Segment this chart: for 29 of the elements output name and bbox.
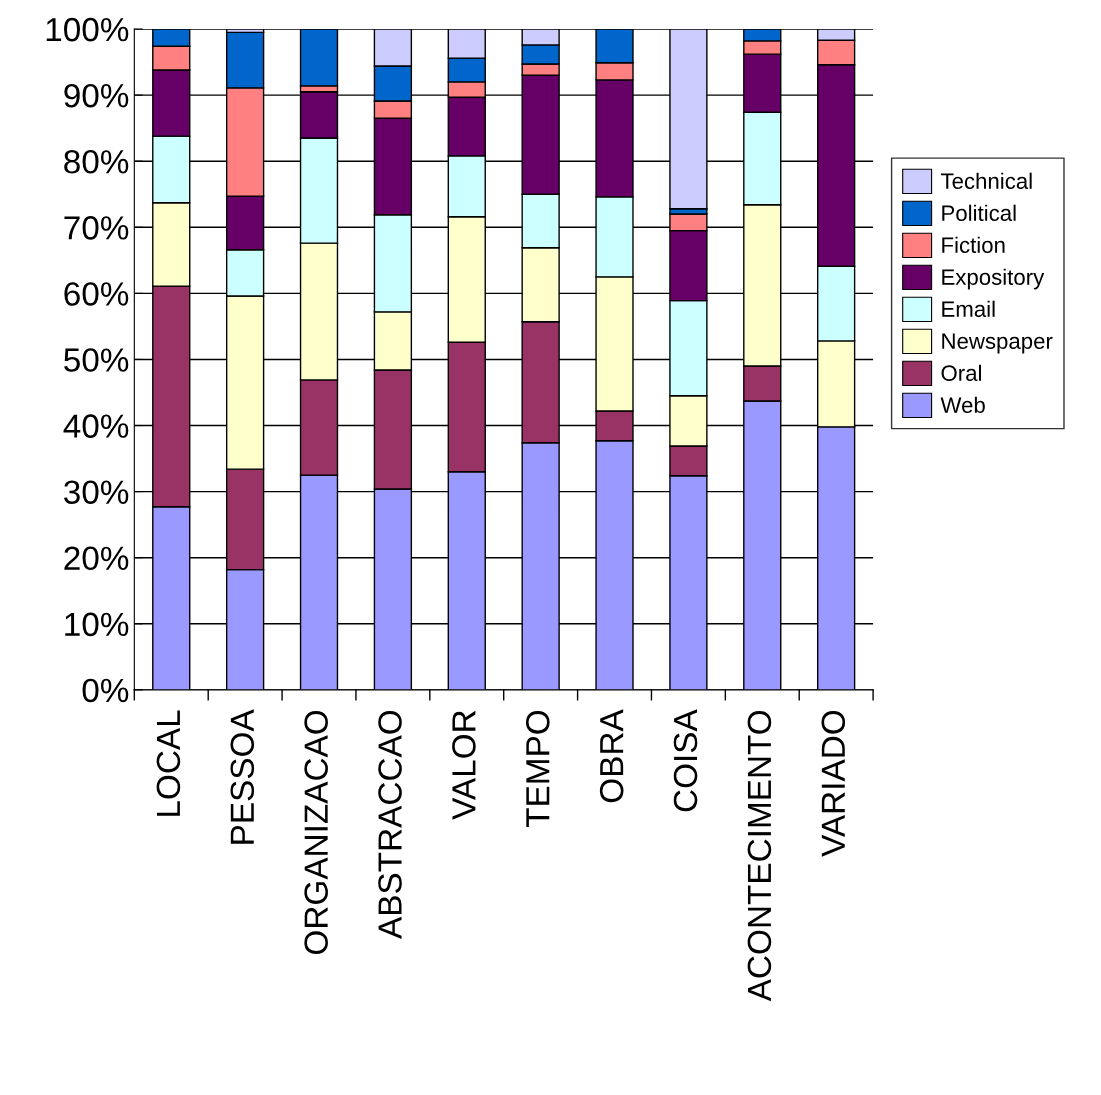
x-tick-label: VARIADO (821, 710, 846, 857)
y-tick-label: 40% (63, 414, 129, 438)
y-tick-label: 50% (64, 348, 129, 372)
y-tick-label: 30% (64, 480, 129, 505)
y-tick-label: 70% (64, 216, 129, 240)
x-tick-label: ORGANIZACAO (304, 710, 328, 955)
x-tick-label: ACONTECIMENTO (747, 710, 772, 1002)
x-tick-label: TEMPO (525, 710, 550, 828)
legend-label: Political (942, 204, 1016, 222)
legend-label: Oral (941, 364, 981, 382)
legend-label: Technical (940, 172, 1032, 190)
x-tick-label: OBRA (599, 709, 624, 803)
x-tick-label: ABSTRACCAO (378, 710, 402, 939)
legend-label: Expository (942, 268, 1045, 290)
x-tick-label: COISA (673, 709, 698, 812)
y-tick-label: 20% (64, 546, 129, 571)
legend-label: Newspaper (942, 333, 1053, 354)
y-tick-label: 0% (82, 678, 129, 703)
x-tick-label: PESSOA (230, 709, 255, 844)
x-tick-label: LOCAL (156, 710, 181, 816)
y-tick-label: 100% (46, 17, 129, 42)
legend-label: Email (942, 300, 995, 318)
y-tick-label: 90% (64, 83, 129, 108)
y-tick-label: 80% (64, 149, 129, 174)
legend-label: Fiction (942, 236, 1005, 254)
legend-label: Web (940, 396, 985, 414)
y-tick-label: 60% (64, 282, 129, 306)
x-tick-label: VALOR (452, 710, 476, 820)
y-tick-label: 10% (65, 612, 129, 637)
